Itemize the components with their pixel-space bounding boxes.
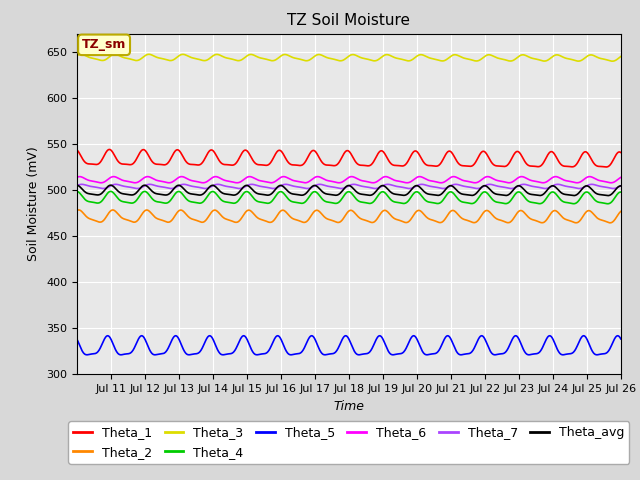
Theta_7 (181, 181, 189, 187)
Theta_1 (602, 164, 610, 170)
Title: TZ Soil Moisture: TZ Soil Moisture (287, 13, 410, 28)
Theta_5 (255, 352, 262, 358)
Theta_1 (617, 150, 625, 156)
Theta_3 (181, 52, 189, 58)
Line: Theta_3: Theta_3 (77, 54, 621, 61)
Theta_1 (181, 157, 189, 163)
Theta_5 (73, 336, 81, 342)
Theta_5 (194, 350, 202, 356)
Theta_1 (195, 162, 202, 168)
Theta_avg (552, 185, 560, 191)
Theta_7 (255, 183, 263, 189)
Theta_6 (617, 175, 625, 180)
Theta_1 (106, 146, 113, 152)
Theta_5 (478, 333, 486, 338)
Theta_1 (73, 147, 81, 153)
Theta_2 (505, 220, 513, 226)
Legend: Theta_1, Theta_2, Theta_3, Theta_4, Theta_5, Theta_6, Theta_7, Theta_avg: Theta_1, Theta_2, Theta_3, Theta_4, Thet… (68, 421, 629, 464)
Theta_3 (505, 58, 513, 64)
Theta_3 (553, 52, 561, 58)
Theta_avg (255, 191, 262, 197)
Line: Theta_6: Theta_6 (77, 177, 621, 183)
Theta_7 (195, 184, 202, 190)
Theta_4 (617, 189, 625, 195)
Theta_3 (73, 53, 81, 59)
Theta_7 (617, 183, 625, 189)
Theta_avg (604, 193, 611, 199)
Line: Theta_avg: Theta_avg (77, 185, 621, 196)
Theta_2 (255, 216, 263, 222)
Theta_7 (505, 185, 513, 191)
Theta_3 (617, 54, 625, 60)
Theta_2 (181, 210, 189, 216)
Theta_4 (73, 189, 81, 194)
Theta_6 (181, 175, 189, 180)
Theta_3 (195, 56, 202, 62)
Theta_4 (504, 200, 512, 206)
Theta_6 (434, 180, 442, 185)
Theta_avg (504, 192, 512, 198)
Theta_4 (433, 201, 441, 206)
Theta_1 (505, 161, 513, 167)
Theta_avg (73, 182, 81, 188)
Theta_6 (553, 174, 561, 180)
Theta_1 (434, 163, 442, 169)
Theta_2 (434, 219, 442, 225)
Line: Theta_7: Theta_7 (77, 184, 621, 189)
Theta_6 (73, 175, 81, 180)
Theta_3 (77, 51, 84, 57)
Theta_1 (255, 162, 263, 168)
Theta_6 (505, 180, 513, 186)
Theta_5 (433, 349, 441, 355)
Theta_avg (180, 187, 188, 192)
Theta_5 (553, 346, 561, 351)
Y-axis label: Soil Moisture (mV): Soil Moisture (mV) (28, 146, 40, 262)
Theta_3 (434, 57, 442, 63)
Theta_2 (553, 208, 561, 214)
Theta_4 (255, 199, 262, 204)
Theta_2 (73, 208, 81, 214)
Theta_7 (434, 185, 442, 191)
Theta_5 (505, 345, 513, 350)
Theta_4 (180, 194, 188, 200)
Line: Theta_5: Theta_5 (77, 336, 621, 355)
Theta_2 (75, 207, 83, 213)
Theta_avg (433, 192, 441, 198)
Theta_5 (617, 336, 625, 342)
Theta_3 (255, 55, 263, 60)
Theta_2 (606, 220, 614, 226)
Theta_2 (617, 208, 625, 214)
Theta_6 (195, 179, 202, 185)
Line: Theta_2: Theta_2 (77, 210, 621, 223)
Theta_7 (146, 181, 154, 187)
Text: TZ_sm: TZ_sm (82, 38, 126, 51)
Theta_2 (195, 218, 202, 224)
Theta_4 (604, 201, 611, 206)
Theta_7 (553, 181, 561, 187)
Theta_7 (73, 183, 81, 189)
Theta_7 (609, 186, 617, 192)
Theta_4 (552, 192, 560, 197)
Theta_avg (194, 192, 202, 198)
Theta_6 (314, 174, 321, 180)
Line: Theta_4: Theta_4 (77, 192, 621, 204)
Theta_6 (255, 178, 263, 183)
Theta_3 (609, 58, 616, 64)
Theta_avg (617, 183, 625, 189)
Theta_6 (97, 180, 105, 186)
Theta_5 (180, 348, 188, 354)
Theta_1 (553, 155, 561, 160)
X-axis label: Time: Time (333, 400, 364, 413)
Theta_5 (525, 352, 532, 358)
Line: Theta_1: Theta_1 (77, 149, 621, 167)
Theta_4 (194, 200, 202, 206)
